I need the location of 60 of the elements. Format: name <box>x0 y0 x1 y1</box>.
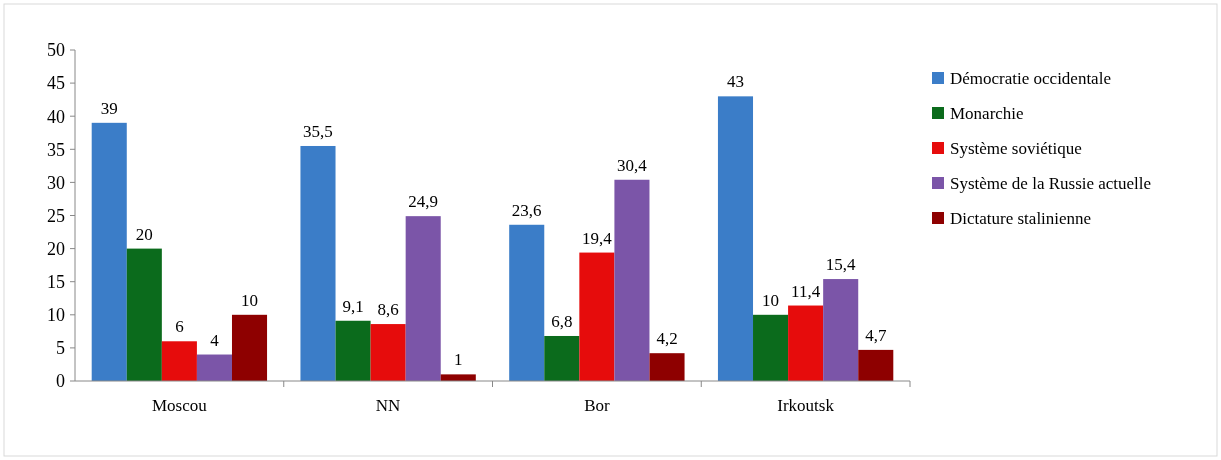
bar <box>405 216 441 381</box>
bar <box>300 145 336 381</box>
data-label: 10 <box>241 290 259 310</box>
bar <box>231 314 268 381</box>
bar <box>126 248 162 381</box>
bar <box>717 96 754 381</box>
y-tick-label: 30 <box>47 172 65 193</box>
y-tick-label: 20 <box>47 238 65 259</box>
data-label: 8,6 <box>377 300 399 320</box>
data-label: 24,9 <box>408 192 439 212</box>
data-label: 9,1 <box>342 296 364 316</box>
x-tick-label: NN <box>375 396 401 415</box>
bar <box>753 314 789 381</box>
y-tick-label: 45 <box>47 73 65 94</box>
bar <box>161 341 197 381</box>
y-tick-label: 5 <box>56 338 65 359</box>
data-label: 15,4 <box>825 255 857 275</box>
y-tick-label: 50 <box>47 40 65 61</box>
bar <box>440 374 476 381</box>
y-tick-label: 10 <box>47 305 65 326</box>
x-tick-label: Irkoutsk <box>777 396 835 415</box>
bar <box>649 353 685 381</box>
x-tick-label: Bor <box>584 396 610 415</box>
data-label: 39 <box>100 98 118 118</box>
data-label: 6,8 <box>551 311 573 331</box>
data-label: 10 <box>762 290 780 310</box>
bar <box>335 320 371 381</box>
data-label: 35,5 <box>303 121 333 141</box>
bar <box>823 279 859 381</box>
data-label: 4,7 <box>865 325 887 345</box>
legend-label: Monarchie <box>950 103 1024 123</box>
bar <box>614 179 650 381</box>
legend-label: Démocratie occidentale <box>950 68 1111 88</box>
bar <box>858 349 894 381</box>
data-label: 1 <box>454 350 463 370</box>
data-label: 20 <box>135 224 153 244</box>
data-label: 23,6 <box>511 200 542 220</box>
bar <box>509 224 545 381</box>
bar <box>91 122 127 381</box>
bar <box>196 354 232 381</box>
data-label: 19,4 <box>582 228 613 248</box>
y-tick-label: 25 <box>47 205 65 226</box>
data-label: 30,4 <box>617 155 648 175</box>
legend-label: Système de la Russie actuelle <box>950 173 1152 193</box>
legend-label: Dictature stalinienne <box>950 208 1092 228</box>
data-label: 4,2 <box>656 329 678 349</box>
legend-label: Système soviétique <box>950 138 1082 158</box>
data-label: 6 <box>175 317 184 337</box>
x-tick-label: Moscou <box>151 396 208 415</box>
bar <box>544 335 580 381</box>
y-tick-label: 35 <box>47 139 65 160</box>
bar <box>579 252 615 381</box>
bar <box>370 324 406 381</box>
y-tick-label: 0 <box>56 371 65 392</box>
bar <box>788 305 824 381</box>
y-tick-label: 40 <box>47 106 65 127</box>
data-label: 4 <box>210 330 220 350</box>
y-tick-label: 15 <box>47 272 65 292</box>
data-label: 43 <box>726 72 744 92</box>
data-label: 11,4 <box>791 281 821 301</box>
